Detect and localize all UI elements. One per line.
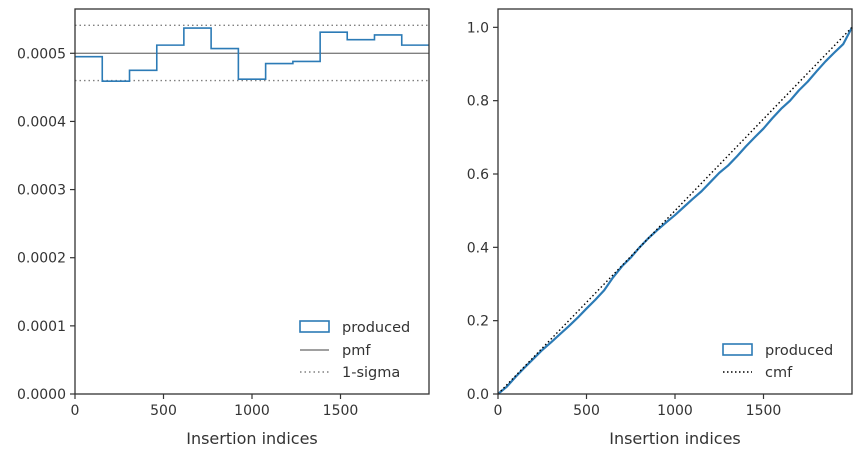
histogram-frame — [74, 8, 430, 395]
cumulative-legend: produced cmf — [722, 343, 833, 381]
cumulative-x-tick-label: 1500 — [746, 403, 782, 419]
legend-swatch-produced — [299, 320, 330, 333]
legend-label-produced: produced — [342, 320, 410, 336]
cumulative-x-tick-label: 0 — [494, 403, 503, 419]
cumulative-axes: 0 500 1000 1500 0.0 0.2 0.4 0.6 0.8 1.0 — [467, 8, 853, 419]
legend-label-produced-cdf: produced — [765, 343, 833, 359]
histogram-x-axis-label: Insertion indices — [186, 429, 318, 448]
histogram-steps — [75, 27, 429, 83]
histogram-plot-area — [75, 24, 429, 83]
histogram-y-tick-label: 0.0003 — [17, 183, 66, 199]
cumulative-y-tick-label: 1.0 — [467, 20, 489, 36]
cumulative-y-tick-label: 0.2 — [467, 314, 489, 330]
cumulative-x-tick-label: 1000 — [657, 403, 693, 419]
cumulative-panel: 0 500 1000 1500 0.0 0.2 0.4 0.6 0.8 1.0 Insertion… — [467, 8, 853, 448]
produced-cdf-line — [497, 26, 853, 395]
cmf-line — [497, 26, 853, 395]
cumulative-plot-area — [497, 26, 853, 395]
histogram-y-tick-label: 0.0001 — [17, 319, 66, 335]
histogram-x-tick-label: 0 — [71, 403, 80, 419]
histogram-legend: produced pmf 1-sigma — [299, 320, 410, 381]
cumulative-y-tick-label: 0.0 — [467, 387, 489, 403]
histogram-y-tick-label: 0.0000 — [17, 387, 66, 403]
cumulative-y-tick-label: 0.4 — [467, 240, 489, 256]
legend-label-1-sigma: 1-sigma — [342, 365, 400, 381]
legend-label-pmf: pmf — [342, 343, 371, 359]
cumulative-y-tick-label: 0.6 — [467, 167, 489, 183]
legend-label-cmf: cmf — [765, 365, 793, 381]
histogram-x-tick-label: 500 — [150, 403, 177, 419]
cumulative-y-tick-label: 0.8 — [467, 94, 489, 110]
histogram-axes: 0 500 1000 1500 0.0000 0.0001 0.0002 0.0003 0.00… — [17, 8, 430, 419]
histogram-y-tick-label: 0.0004 — [17, 114, 66, 130]
histogram-y-tick-label: 0.0002 — [17, 251, 66, 267]
cumulative-x-tick-label: 500 — [573, 403, 600, 419]
histogram-x-tick-label: 1000 — [234, 403, 270, 419]
histogram-y-tick-label: 0.0005 — [17, 46, 66, 62]
cumulative-frame — [497, 8, 853, 395]
histogram-panel: 0 500 1000 1500 0.0000 0.0001 0.0002 0.0003 0.00… — [17, 8, 430, 448]
cumulative-x-axis-label: Insertion indices — [609, 429, 741, 448]
legend-swatch-produced-cdf — [722, 343, 753, 356]
histogram-x-tick-label: 1500 — [323, 403, 359, 419]
